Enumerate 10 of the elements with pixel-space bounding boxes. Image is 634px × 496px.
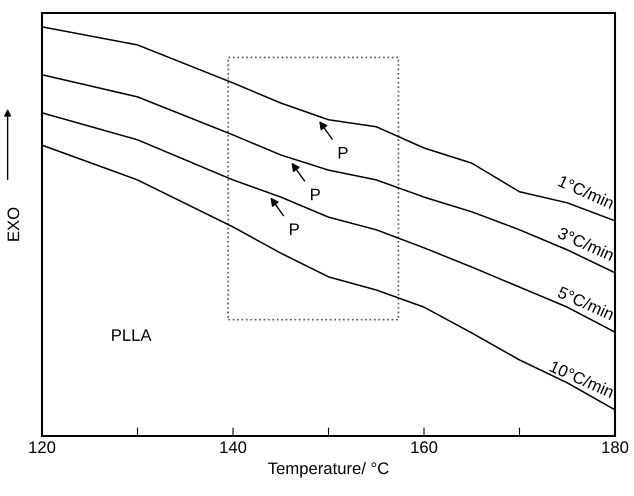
x-tick-label: 180 [602, 441, 628, 454]
x-tick-label: 120 [29, 441, 56, 454]
x-axis-title: Temperature/ °C [268, 462, 389, 478]
annotation: P [290, 224, 299, 235]
x-tick-label: 140 [220, 441, 246, 454]
x-tick-label: 160 [411, 441, 438, 454]
y-axis-title: EXO [7, 208, 20, 241]
annotation: PLLA [112, 329, 152, 341]
annotation: P [338, 147, 348, 158]
annotation: P [311, 188, 320, 200]
